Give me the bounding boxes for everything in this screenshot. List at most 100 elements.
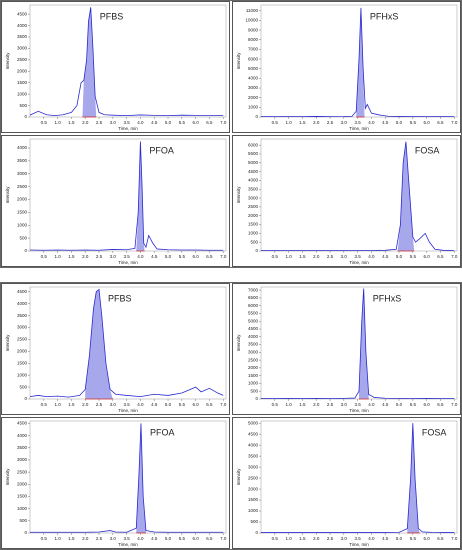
plot-area (29, 138, 227, 252)
x-tick-label: 5.0 (396, 402, 403, 407)
y-tick-label: 0 (255, 248, 258, 253)
y-tick-label: 1500 (17, 360, 28, 365)
x-tick-label: 7.0 (220, 536, 227, 541)
y-tick-label: 2500 (17, 57, 28, 62)
x-tick-label: 2.5 (96, 536, 103, 541)
y-tick-label: 1000 (17, 506, 28, 511)
y-tick-label: 3000 (17, 171, 28, 176)
y-tick-label: 2000 (17, 481, 28, 486)
y-tick-label: 7000 (248, 47, 259, 52)
x-tick-label: 3.0 (110, 120, 117, 125)
x-tick-label: 1.0 (54, 120, 61, 125)
x-tick-label: 4.5 (382, 402, 389, 407)
y-tick-label: 9000 (248, 27, 259, 32)
chart-title: PFHxS (373, 293, 402, 303)
x-tick-label: 7.0 (451, 536, 458, 541)
y-tick-label: 0 (255, 530, 258, 535)
x-tick-label: 3.5 (123, 120, 130, 125)
x-tick-label: 3.5 (354, 254, 361, 259)
y-tick-label: 4000 (248, 442, 259, 447)
chart-title: PFOA (149, 145, 174, 155)
x-tick-label: 4.0 (137, 536, 144, 541)
x-tick-label: 4.5 (151, 254, 158, 259)
y-tick-label: 500 (19, 384, 27, 389)
x-tick-label: 7.0 (220, 120, 227, 125)
y-tick-label: 8000 (248, 37, 259, 42)
y-tick-label: 4500 (17, 11, 28, 16)
x-tick-label: 6.0 (193, 536, 200, 541)
peak-area (359, 288, 369, 399)
x-tick-label: 6.0 (193, 254, 200, 259)
plot-area (260, 420, 458, 534)
top-figure-frame (0, 0, 462, 268)
x-tick-label: 1.5 (68, 536, 75, 541)
x-tick-label: 3.0 (110, 536, 117, 541)
x-tick-label: 7.0 (451, 254, 458, 259)
y-tick-label: 3500 (17, 158, 28, 163)
y-tick-label: 6500 (248, 295, 259, 300)
y-tick-label: 11000 (246, 8, 259, 13)
trace-line (29, 7, 224, 117)
y-tick-label: 3500 (17, 445, 28, 450)
x-tick-label: 0.5 (272, 402, 279, 407)
x-tick-label: 5.5 (410, 120, 417, 125)
x-tick-label: 6.5 (206, 120, 213, 125)
y-tick-label: 2500 (248, 204, 259, 209)
y-tick-label: 2000 (248, 365, 259, 370)
y-tick-label: 3500 (17, 313, 28, 318)
x-tick-label: 3.5 (354, 536, 361, 541)
panel-frame (232, 283, 461, 415)
x-tick-label: 1.5 (68, 402, 75, 407)
y-tick-label: 6000 (248, 303, 259, 308)
x-tick-label: 6.0 (424, 536, 431, 541)
trace-line (261, 141, 455, 251)
y-tick-label: 1000 (248, 508, 259, 513)
x-tick-label: 6.5 (437, 536, 444, 541)
y-tick-label: 2500 (17, 469, 28, 474)
panel-frame (1, 1, 230, 133)
x-tick-label: 2.0 (313, 120, 320, 125)
x-tick-label: 7.0 (220, 402, 227, 407)
y-tick-label: 5000 (248, 66, 259, 71)
y-tick-label: 5000 (248, 318, 259, 323)
y-tick-label: 1000 (248, 231, 259, 236)
trace-line (260, 288, 455, 399)
x-tick-label: 2.5 (327, 536, 334, 541)
y-tick-label: 3000 (248, 464, 259, 469)
trace-line (29, 141, 224, 251)
x-tick-label: 2.5 (96, 402, 103, 407)
x-tick-label: 1.0 (285, 254, 292, 259)
x-tick-label: 2.0 (313, 402, 320, 407)
x-axis-label: Time, min (118, 260, 138, 265)
x-tick-label: 5.0 (165, 536, 172, 541)
trace-line (29, 288, 224, 398)
x-tick-label: 0.5 (41, 120, 48, 125)
x-axis-label: Time, min (118, 408, 138, 413)
x-tick-label: 0.5 (272, 254, 279, 259)
y-tick-label: 0 (24, 530, 27, 535)
x-tick-label: 3.5 (354, 120, 361, 125)
x-tick-label: 6.0 (424, 402, 431, 407)
chart-title: FOSA (422, 427, 447, 437)
x-tick-label: 3.0 (110, 402, 117, 407)
x-tick-label: 1.5 (299, 120, 306, 125)
y-tick-label: 4500 (248, 431, 259, 436)
y-axis-label: Intensity (236, 468, 241, 486)
x-tick-label: 2.0 (313, 536, 320, 541)
y-tick-label: 1000 (17, 222, 28, 227)
peak-area (397, 141, 415, 251)
y-tick-label: 1500 (17, 80, 28, 85)
x-tick-label: 2.0 (82, 536, 89, 541)
x-tick-label: 2.5 (327, 254, 334, 259)
x-tick-label: 1.5 (68, 120, 75, 125)
y-tick-label: 2000 (248, 95, 259, 100)
y-tick-label: 1500 (17, 210, 28, 215)
y-tick-label: 3500 (248, 342, 259, 347)
y-axis-label: Intensity (5, 468, 10, 486)
plot-area (29, 420, 227, 534)
y-tick-label: 5000 (248, 420, 259, 425)
x-tick-label: 0.5 (272, 120, 279, 125)
x-tick-label: 6.0 (424, 254, 431, 259)
trace-line (260, 7, 455, 118)
x-tick-label: 2.0 (313, 254, 320, 259)
